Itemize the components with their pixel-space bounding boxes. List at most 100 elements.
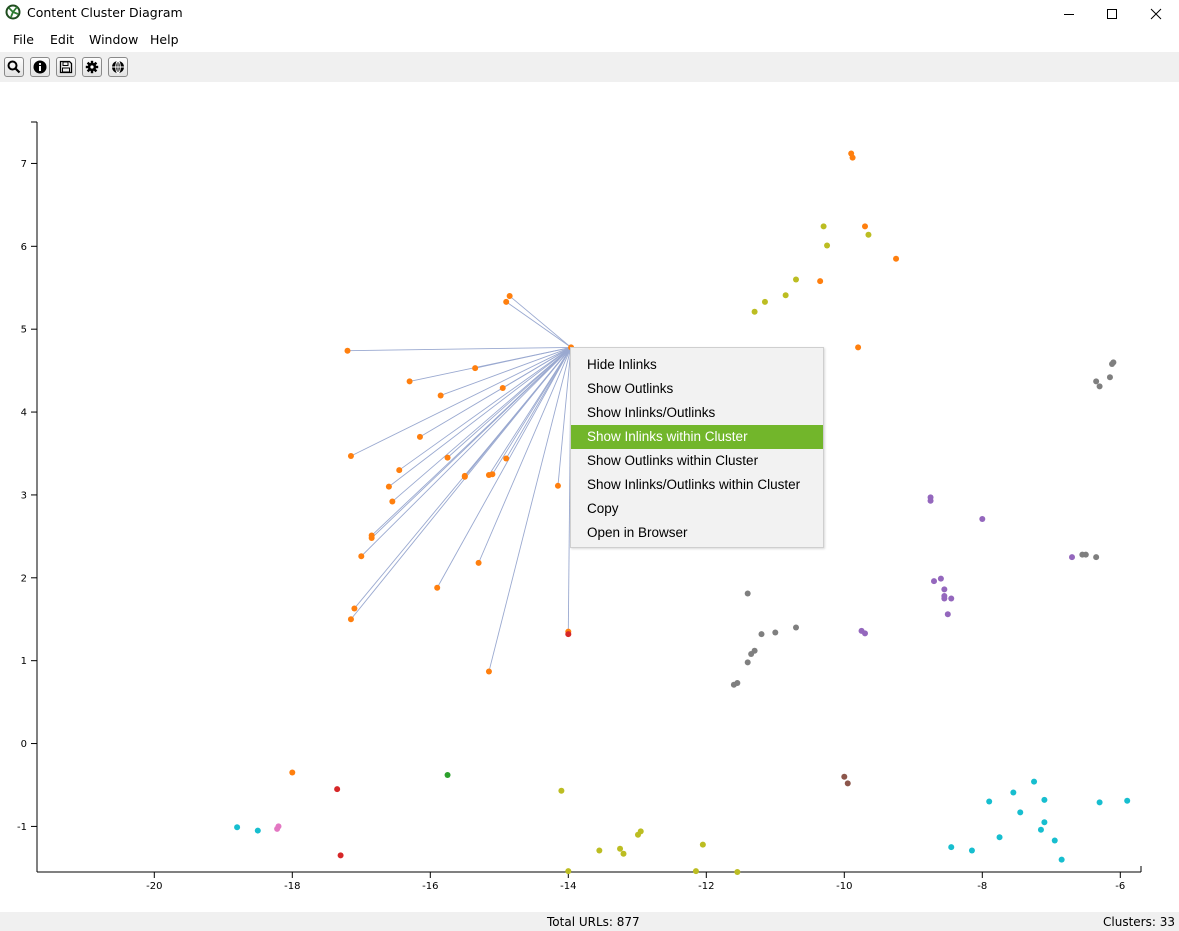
data-point[interactable] <box>444 772 451 779</box>
data-point[interactable] <box>472 365 479 372</box>
data-point[interactable] <box>385 483 392 490</box>
data-point[interactable] <box>793 276 799 283</box>
data-point[interactable] <box>730 681 737 688</box>
data-point[interactable] <box>931 578 937 585</box>
close-button[interactable] <box>1133 0 1179 27</box>
menu-edit[interactable]: Edit <box>50 32 75 47</box>
menu-show-inlinks-outlinks[interactable]: Show Inlinks/Outlinks <box>587 405 716 420</box>
menu-hide-inlinks[interactable]: Hide Inlinks <box>587 357 657 372</box>
data-point[interactable] <box>274 825 281 832</box>
data-point[interactable] <box>617 845 624 852</box>
search-button[interactable] <box>4 57 24 77</box>
data-point[interactable] <box>944 611 951 618</box>
data-point[interactable] <box>986 798 993 805</box>
data-point[interactable] <box>620 850 627 857</box>
data-point[interactable] <box>692 868 699 875</box>
data-point[interactable] <box>444 454 451 461</box>
data-point[interactable] <box>748 651 755 658</box>
data-point[interactable] <box>744 590 751 597</box>
data-point[interactable] <box>862 223 868 230</box>
data-point[interactable] <box>893 255 900 262</box>
menu-show-outlinks[interactable]: Show Outlinks <box>587 381 674 396</box>
data-point[interactable] <box>347 452 354 459</box>
data-point[interactable] <box>793 624 799 631</box>
data-point[interactable] <box>565 868 572 875</box>
data-point[interactable] <box>1010 789 1017 796</box>
data-point[interactable] <box>937 575 944 582</box>
data-point[interactable] <box>734 869 741 875</box>
menu-window[interactable]: Window <box>89 32 139 47</box>
menu-file[interactable]: File <box>13 32 34 47</box>
data-point[interactable] <box>499 385 506 392</box>
data-point[interactable] <box>772 629 779 636</box>
data-point[interactable] <box>1096 799 1103 806</box>
globe-button[interactable] <box>108 57 128 77</box>
data-point[interactable] <box>289 769 296 776</box>
data-point[interactable] <box>1109 360 1116 367</box>
data-point[interactable] <box>485 668 492 675</box>
data-point[interactable] <box>254 827 261 834</box>
data-point[interactable] <box>565 631 572 638</box>
data-point[interactable] <box>699 841 706 848</box>
data-point[interactable] <box>358 553 365 560</box>
menu-copy[interactable]: Copy <box>587 501 619 516</box>
data-point[interactable] <box>758 631 765 638</box>
data-point[interactable] <box>344 347 351 354</box>
data-point[interactable] <box>503 455 510 462</box>
data-point[interactable] <box>927 497 934 504</box>
data-point[interactable] <box>368 532 375 539</box>
data-point[interactable] <box>1058 856 1065 863</box>
data-point[interactable] <box>820 223 827 230</box>
data-point[interactable] <box>461 472 468 479</box>
data-point[interactable] <box>1031 778 1038 785</box>
data-point[interactable] <box>389 498 396 505</box>
data-point[interactable] <box>968 847 975 854</box>
data-point[interactable] <box>1096 383 1103 390</box>
data-point[interactable] <box>1079 551 1086 558</box>
data-point[interactable] <box>844 780 851 787</box>
data-point[interactable] <box>596 847 603 854</box>
data-point[interactable] <box>475 559 482 566</box>
menu-show-inlinks-within-cluster[interactable]: Show Inlinks within Cluster <box>571 425 823 449</box>
data-point[interactable] <box>489 471 496 478</box>
data-point[interactable] <box>1037 826 1044 833</box>
data-point[interactable] <box>337 852 344 859</box>
menu-open-in-browser[interactable]: Open in Browser <box>587 525 688 540</box>
data-point[interactable] <box>941 595 948 602</box>
data-point[interactable] <box>396 467 403 474</box>
data-point[interactable] <box>351 605 358 612</box>
data-point[interactable] <box>862 630 868 637</box>
data-point[interactable] <box>824 242 831 249</box>
data-point[interactable] <box>234 824 241 831</box>
save-button[interactable] <box>56 57 76 77</box>
data-point[interactable] <box>782 292 789 299</box>
data-point[interactable] <box>1051 837 1058 844</box>
data-point[interactable] <box>817 278 824 285</box>
data-point[interactable] <box>1041 819 1048 826</box>
data-point[interactable] <box>849 154 856 161</box>
data-point[interactable] <box>406 378 413 385</box>
info-button[interactable] <box>30 57 50 77</box>
data-point[interactable] <box>506 293 513 300</box>
data-point[interactable] <box>1093 378 1100 385</box>
data-point[interactable] <box>948 844 955 851</box>
data-point[interactable] <box>347 616 354 623</box>
data-point[interactable] <box>979 515 986 522</box>
menu-show-inlinks-outlinks-within-cluster[interactable]: Show Inlinks/Outlinks within Cluster <box>587 477 801 492</box>
data-point[interactable] <box>941 586 948 593</box>
data-point[interactable] <box>416 433 423 440</box>
settings-button[interactable] <box>82 57 102 77</box>
data-point[interactable] <box>503 298 510 305</box>
data-point[interactable] <box>554 482 561 489</box>
data-point[interactable] <box>1017 809 1024 816</box>
data-point[interactable] <box>1106 374 1113 381</box>
data-point[interactable] <box>437 392 444 399</box>
data-point[interactable] <box>1069 554 1075 561</box>
menu-show-outlinks-within-cluster[interactable]: Show Outlinks within Cluster <box>587 453 759 468</box>
data-point[interactable] <box>1124 797 1131 804</box>
data-point[interactable] <box>865 231 872 238</box>
data-point[interactable] <box>841 773 848 780</box>
data-point[interactable] <box>751 308 758 315</box>
data-point[interactable] <box>558 787 565 794</box>
